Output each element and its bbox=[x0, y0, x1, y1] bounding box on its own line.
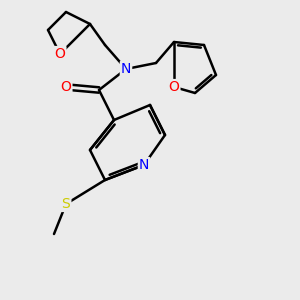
Text: N: N bbox=[121, 62, 131, 76]
Text: N: N bbox=[139, 158, 149, 172]
Text: O: O bbox=[61, 80, 71, 94]
Text: O: O bbox=[169, 80, 179, 94]
Text: S: S bbox=[61, 197, 70, 211]
Text: O: O bbox=[55, 47, 65, 61]
